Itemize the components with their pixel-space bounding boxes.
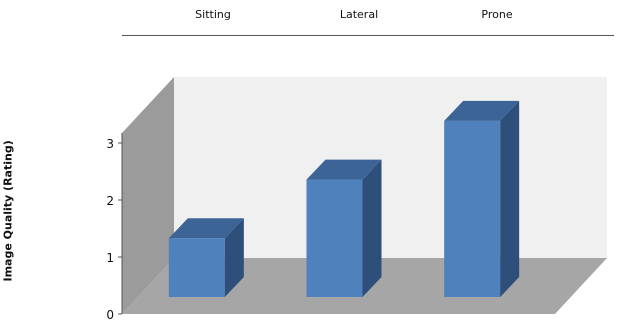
bar-lateral xyxy=(306,179,363,297)
category-label-lateral: Lateral xyxy=(339,8,379,21)
y-tick-label: 3 xyxy=(106,137,114,151)
bar-prone xyxy=(444,120,501,298)
y-tick-label: 2 xyxy=(106,194,114,208)
y-tick-label: 0 xyxy=(106,308,114,322)
y-tick-label: 1 xyxy=(106,251,114,265)
bar-side-sitting xyxy=(224,218,244,297)
header-rule xyxy=(122,35,614,36)
category-label-sitting: Sitting xyxy=(195,8,231,21)
bar-side-lateral xyxy=(362,159,382,297)
category-label-prone: Prone xyxy=(481,8,513,21)
bar-top-sitting xyxy=(168,218,244,239)
bar-sitting xyxy=(168,238,225,297)
bar-top-prone xyxy=(444,100,520,121)
side-wall xyxy=(122,77,174,314)
bar-side-prone xyxy=(500,100,520,298)
bar-top-lateral xyxy=(306,159,382,180)
